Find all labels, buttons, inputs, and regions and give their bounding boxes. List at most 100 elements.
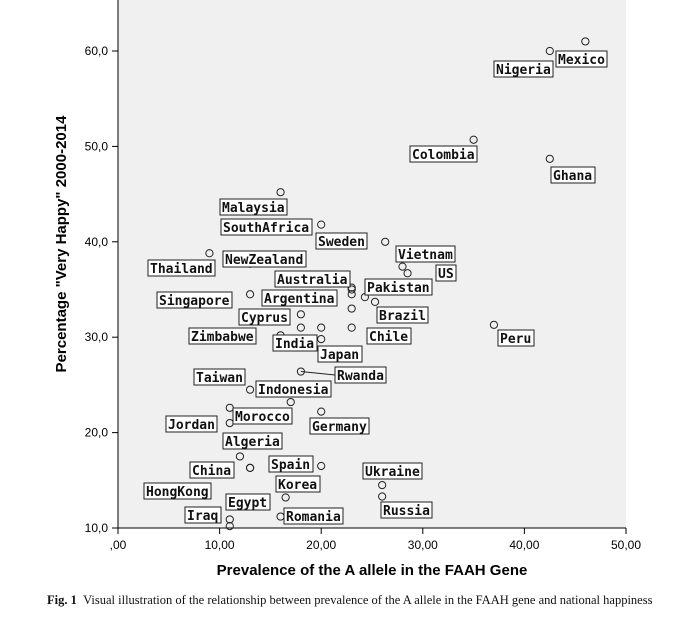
point-label: Malaysia: [222, 201, 285, 216]
data-point-marker: [245, 290, 255, 299]
data-point-marker: [403, 269, 412, 278]
point-label-box: [309, 417, 370, 435]
point-label-box: [362, 462, 423, 480]
point-label: Ghana: [553, 169, 592, 184]
data-markers: [205, 37, 590, 531]
data-point-marker: [317, 407, 326, 416]
point-label: Rwanda: [337, 369, 384, 384]
data-point-marker: [317, 220, 326, 229]
point-label: Germany: [312, 420, 367, 435]
point-label: Morocco: [235, 410, 290, 425]
point-label-box: [275, 475, 321, 493]
point-label: Argentina: [264, 292, 335, 307]
data-point-marker: [245, 463, 255, 472]
point-label: Romania: [286, 510, 341, 525]
y-axis-label: Percentage "Very Happy" 2000-2014: [53, 115, 70, 373]
point-label: Taiwan: [196, 371, 243, 386]
point-label-box: [165, 415, 218, 433]
y-tick-label: 20,0: [85, 426, 109, 440]
point-label: Sweden: [318, 235, 365, 250]
point-label: Ukraine: [365, 465, 420, 480]
point-label: Korea: [278, 478, 317, 493]
x-axis-label: Prevalence of the A allele in the FAAH G…: [217, 562, 528, 579]
point-label: Chile: [369, 330, 408, 345]
point-label-box: [493, 60, 554, 78]
point-label-box: [238, 308, 291, 326]
point-label-box: [225, 493, 271, 511]
label-connectors: [300, 371, 336, 376]
y-tick-label: 40,0: [85, 235, 109, 249]
point-label: Iraq: [187, 509, 218, 524]
point-label-box: [255, 380, 332, 398]
data-point-marker: [296, 323, 305, 332]
axes: 10,0 20,0 30,0 40,0 50,0 60,0 ,00 10,00 20,00 30,…: [85, 0, 641, 552]
x-tick-label: 50,00: [611, 538, 641, 552]
point-label-box: [376, 306, 429, 324]
data-point-marker: [245, 385, 255, 394]
data-point-marker: [276, 188, 285, 197]
point-label: Peru: [500, 332, 531, 347]
data-point-marker: [317, 461, 326, 471]
data-point-marker: [317, 335, 326, 344]
point-label-box: [550, 166, 596, 184]
point-label: Japan: [320, 348, 359, 363]
point-label-box: [497, 329, 535, 347]
point-label-box: [366, 327, 412, 345]
point-label-box: [272, 334, 318, 352]
point-label-box: [409, 145, 478, 163]
point-label: Singapore: [159, 294, 230, 309]
point-label: Australia: [277, 273, 348, 288]
point-label: Indonesia: [258, 383, 329, 398]
data-point-marker: [286, 397, 295, 407]
y-tick-label: 10,0: [85, 521, 109, 535]
point-label: SouthAfrica: [223, 221, 309, 236]
x-tick-label: 30,00: [408, 538, 438, 552]
y-tick-label: 60,0: [85, 44, 109, 58]
figure-caption: Fig. 1 Visual illustration of the relati…: [47, 592, 653, 608]
data-point-marker: [378, 480, 387, 490]
figure-caption-text: Visual illustration of the relationship …: [83, 593, 653, 607]
y-tick-label: 30,0: [85, 330, 109, 344]
figure-caption-label: Fig. 1: [47, 593, 77, 607]
data-point-marker: [317, 323, 326, 332]
data-point-marker: [235, 452, 245, 461]
data-point-marker: [347, 290, 356, 299]
point-label-box: [147, 259, 216, 277]
point-label-box: [222, 250, 307, 268]
point-label: Egypt: [228, 496, 267, 511]
point-label-box: [189, 461, 235, 479]
data-point-marker: [545, 154, 554, 163]
point-label-box: [232, 407, 293, 425]
point-label: Vietnam: [398, 248, 453, 263]
point-label-box: [317, 345, 363, 363]
data-point-marker: [381, 237, 390, 246]
point-label: Mexico: [558, 53, 605, 68]
point-label-box: [283, 507, 344, 525]
data-point-marker: [347, 285, 356, 294]
data-point-marker: [225, 521, 234, 531]
label-connector-line: [300, 371, 336, 376]
data-point-marker: [545, 46, 554, 56]
data-point-marker: [296, 367, 305, 376]
data-point-marker: [347, 323, 356, 332]
point-label-box: [219, 198, 288, 216]
data-point-marker: [225, 515, 234, 524]
point-label-box: [184, 506, 222, 524]
data-point-marker: [378, 492, 387, 501]
point-label-box: [193, 368, 246, 386]
point-label-box: [220, 218, 313, 236]
point-labels: Mexico Nigeria Colombia Ghana Malaysia SouthA…: [143, 50, 608, 525]
point-label-box: [315, 232, 368, 250]
point-label-box: [395, 245, 456, 263]
point-label: Algeria: [225, 435, 280, 450]
point-label: India: [275, 337, 314, 352]
data-point-marker: [581, 37, 590, 46]
x-tick-label: 40,00: [509, 538, 539, 552]
point-label: Zimbabwe: [191, 330, 254, 345]
data-point-marker: [469, 135, 478, 144]
point-label: Cyprus: [241, 311, 288, 326]
data-point-marker: [398, 262, 407, 271]
point-label: HongKong: [146, 485, 209, 500]
point-label-box: [334, 366, 387, 384]
data-point-marker: [205, 249, 214, 258]
